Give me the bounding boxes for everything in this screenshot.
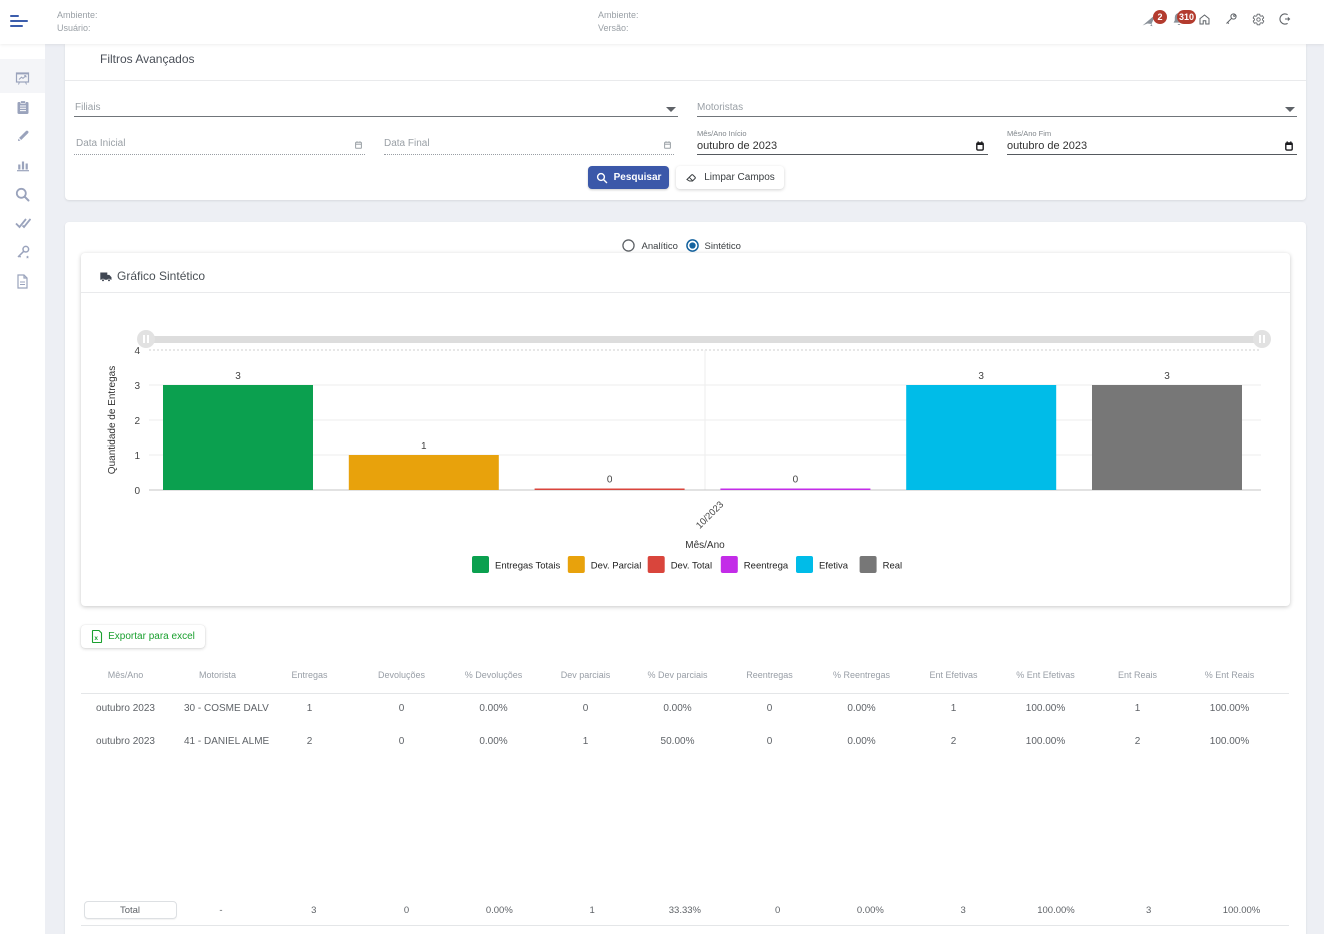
svg-text:1: 1 bbox=[421, 441, 427, 452]
svg-text:Entregas Totais: Entregas Totais bbox=[495, 561, 561, 572]
svg-text:Efetiva: Efetiva bbox=[819, 561, 849, 572]
svg-text:0: 0 bbox=[793, 475, 799, 486]
svg-text:Mês/Ano: Mês/Ano bbox=[685, 540, 725, 551]
svg-text:0: 0 bbox=[134, 486, 140, 497]
svg-text:0: 0 bbox=[607, 475, 613, 486]
svg-text:2: 2 bbox=[134, 416, 140, 427]
svg-text:3: 3 bbox=[235, 371, 241, 382]
svg-text:x: x bbox=[95, 635, 99, 642]
svg-text:4: 4 bbox=[134, 346, 140, 357]
svg-text:Reentrega: Reentrega bbox=[744, 561, 789, 572]
svg-text:Real: Real bbox=[883, 561, 903, 572]
svg-text:3: 3 bbox=[1164, 371, 1170, 382]
svg-text:Dev. Parcial: Dev. Parcial bbox=[591, 561, 642, 572]
svg-text:10/2023: 10/2023 bbox=[694, 499, 726, 531]
svg-text:Dev. Total: Dev. Total bbox=[671, 561, 712, 572]
svg-text:3: 3 bbox=[978, 371, 984, 382]
svg-text:Quantidade de Entregas: Quantidade de Entregas bbox=[107, 366, 118, 474]
svg-text:1: 1 bbox=[134, 451, 140, 462]
svg-text:3: 3 bbox=[134, 381, 140, 392]
